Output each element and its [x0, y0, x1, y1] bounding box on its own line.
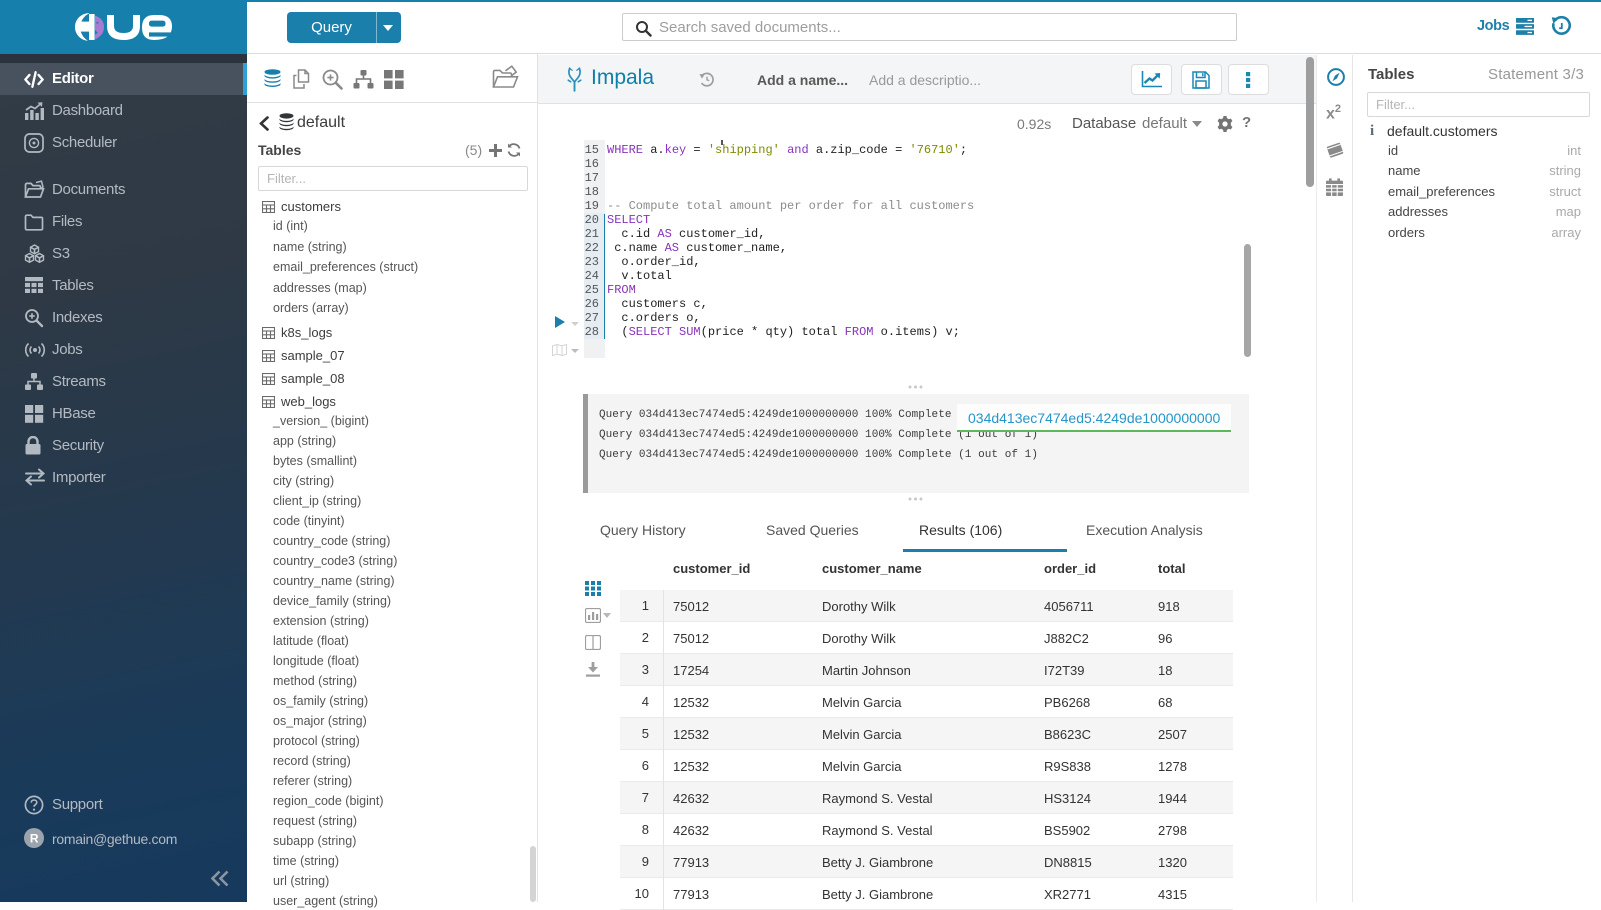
svg-text:R: R — [30, 831, 39, 845]
